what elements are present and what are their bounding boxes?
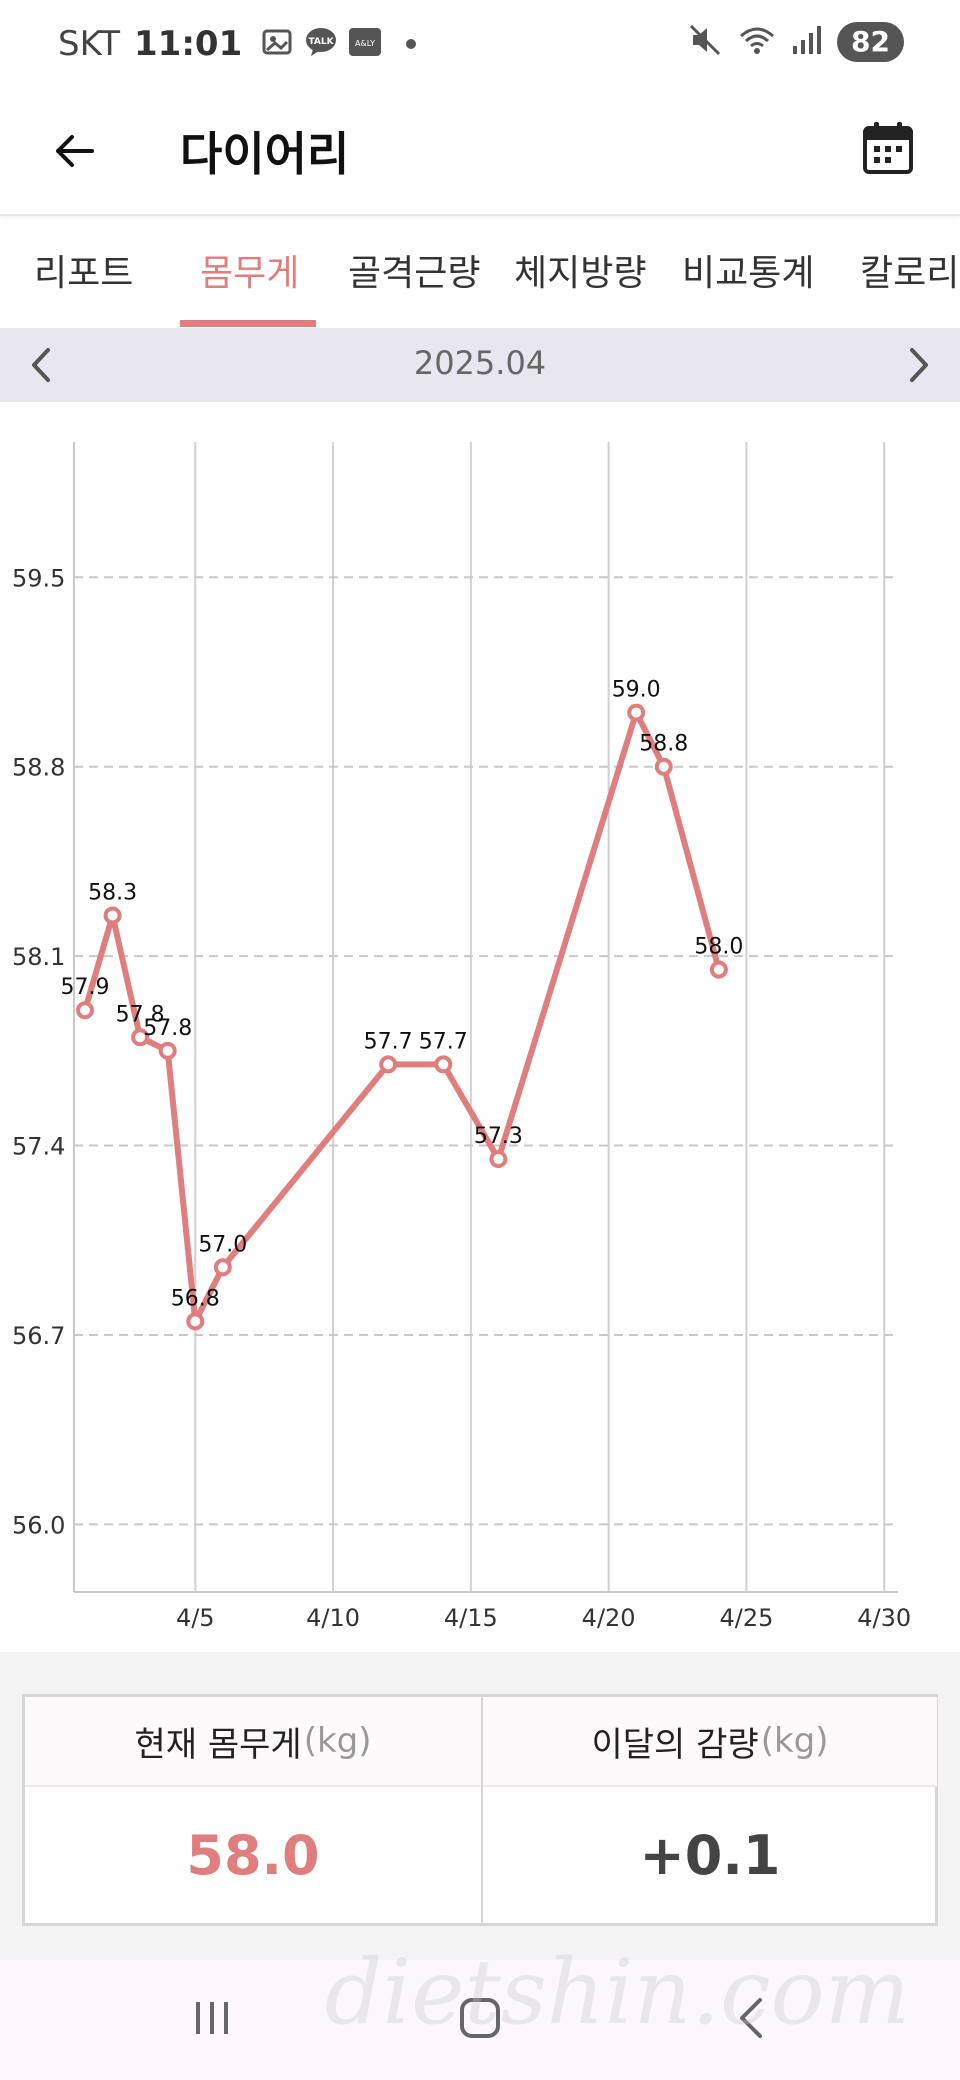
home-icon	[460, 1998, 500, 2038]
arrow-left-icon	[56, 135, 94, 167]
data-label: 59.0	[612, 678, 661, 703]
status-bar: SKT 11:01 TALK A&LY 82	[0, 0, 960, 88]
data-point	[76, 1001, 95, 1020]
x-tick-label: 4/30	[857, 1604, 911, 1632]
watermark-logo: dietshin.com	[324, 1940, 910, 2045]
y-tick-label: 58.1	[12, 943, 65, 971]
back-nav-icon	[740, 1998, 762, 2038]
back-button[interactable]	[50, 126, 100, 176]
page-title: 다이어리	[180, 127, 350, 181]
y-tick-label: 58.8	[12, 754, 65, 782]
month-label: 2025.04	[413, 344, 547, 382]
wifi-icon	[737, 22, 777, 62]
data-point	[131, 1028, 150, 1047]
clock-time: 11:01	[134, 24, 243, 64]
monthly-change-value: +0.1	[639, 1823, 781, 1887]
back-nav-button[interactable]	[730, 1996, 774, 2044]
weight-chart-svg: 4/5 4/10 4/15 4/20 4/25 4/30 59.5 58.8 58.1 57.4 5…	[12, 442, 911, 1632]
summary-section: 현재 몸무게 (kg) 58.0 이달의 감량 (kg) +0.1	[0, 1652, 960, 1960]
x-tick-label: 4/20	[582, 1604, 636, 1632]
x-tick-label: 4/10	[306, 1604, 360, 1632]
monthly-change-column: 이달의 감량 (kg) +0.1	[481, 1697, 937, 1923]
talk-notification-icon: TALK	[304, 25, 338, 63]
data-point	[654, 757, 673, 776]
svg-text:TALK: TALK	[309, 37, 335, 47]
data-label: 58.0	[694, 935, 743, 960]
current-weight-column: 현재 몸무게 (kg) 58.0	[25, 1697, 481, 1923]
data-label: 57.3	[474, 1124, 523, 1149]
tab-comparison[interactable]: 비교통계	[682, 253, 815, 294]
tab-bar: 리포트 몸무게 골격근량 체지방량 비교통계 칼로리	[0, 218, 960, 328]
calendar-button[interactable]	[862, 120, 914, 176]
monthly-change-unit: (kg)	[760, 1721, 829, 1761]
data-point	[627, 703, 646, 722]
tab-skeletal-muscle[interactable]: 골격근량	[348, 253, 481, 294]
x-tick-label: 4/25	[719, 1604, 773, 1632]
y-tick-label: 56.7	[12, 1322, 65, 1350]
ably-notification-icon: A&LY	[348, 25, 382, 63]
y-tick-label: 59.5	[12, 564, 65, 592]
tab-calories[interactable]: 칼로리	[860, 253, 960, 294]
data-point	[213, 1258, 232, 1277]
chevron-right-icon	[910, 348, 928, 382]
svg-text:A&LY: A&LY	[355, 39, 375, 48]
month-navigator: 2025.04	[0, 328, 960, 402]
data-point	[186, 1312, 205, 1331]
recent-apps-button[interactable]	[190, 1996, 234, 2044]
data-label: 57.7	[364, 1029, 413, 1054]
x-tick-label: 4/15	[444, 1604, 498, 1632]
more-notifications-dot	[406, 39, 417, 49]
tab-body-fat[interactable]: 체지방량	[514, 253, 647, 294]
monthly-change-header: 이달의 감량 (kg)	[483, 1697, 937, 1787]
data-label: 57.9	[61, 975, 110, 1000]
current-weight-unit: (kg)	[303, 1721, 372, 1761]
data-label: 58.8	[639, 732, 688, 757]
carrier-label: SKT	[58, 24, 121, 64]
status-icons-right: 82	[687, 22, 904, 62]
app-header: 다이어리	[0, 88, 960, 216]
data-point	[489, 1150, 508, 1169]
data-label: 57.8	[116, 1002, 165, 1027]
battery-indicator: 82	[837, 22, 904, 62]
tab-report[interactable]: 리포트	[34, 253, 134, 294]
data-point	[379, 1055, 398, 1074]
summary-table: 현재 몸무게 (kg) 58.0 이달의 감량 (kg) +0.1	[22, 1694, 938, 1926]
x-tick-label: 4/5	[176, 1604, 215, 1632]
y-tick-label: 57.4	[12, 1133, 65, 1161]
data-label: 58.3	[88, 881, 137, 906]
current-weight-header: 현재 몸무게 (kg)	[25, 1697, 481, 1787]
weight-chart: 4/5 4/10 4/15 4/20 4/25 4/30 59.5 58.8 58.1 57.4 5…	[0, 402, 960, 1652]
current-weight-value: 58.0	[186, 1823, 320, 1887]
data-point	[709, 960, 728, 979]
prev-month-button[interactable]	[26, 346, 56, 384]
gallery-notification-icon	[260, 25, 294, 63]
data-point	[158, 1041, 177, 1060]
next-month-button[interactable]	[904, 346, 934, 384]
data-point	[434, 1055, 453, 1074]
current-weight-label: 현재 몸무게	[134, 1724, 302, 1765]
recent-apps-icon	[196, 2002, 228, 2034]
data-point	[103, 906, 122, 925]
data-label: 57.7	[419, 1029, 468, 1054]
tab-weight[interactable]: 몸무게	[200, 253, 300, 294]
calendar-icon	[863, 122, 913, 174]
signal-icon	[791, 22, 823, 62]
monthly-change-label: 이달의 감량	[591, 1724, 759, 1765]
data-label: 57.8	[143, 1016, 192, 1041]
data-label: 57.0	[198, 1232, 247, 1257]
weight-series-line	[82, 709, 722, 1325]
home-button[interactable]	[458, 1996, 502, 2044]
chevron-left-icon	[32, 348, 50, 382]
data-label: 56.8	[171, 1286, 220, 1311]
mute-icon	[687, 22, 723, 62]
system-nav-bar	[0, 1960, 960, 2080]
y-tick-label: 56.0	[12, 1511, 65, 1539]
active-tab-indicator	[180, 320, 316, 327]
